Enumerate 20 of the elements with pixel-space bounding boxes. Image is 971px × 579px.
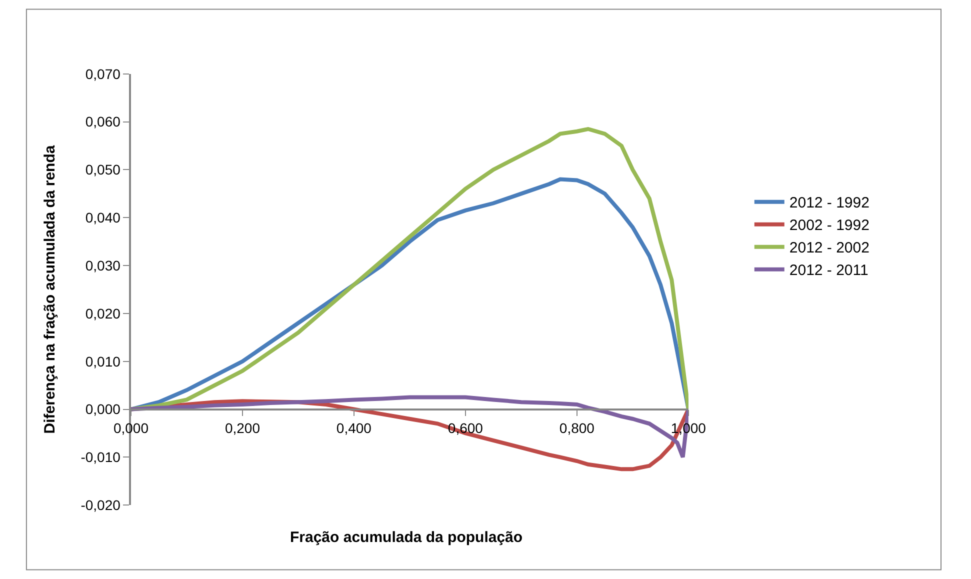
x-axis-title: Fração acumulada da população <box>290 529 523 546</box>
y-tick-label: 0,010 <box>85 353 121 370</box>
x-tick-label: 0,800 <box>559 420 595 436</box>
y-tick-label: 0,050 <box>85 162 121 178</box>
legend-label: 2012 - 2002 <box>789 240 870 257</box>
x-tick-label: 0,000 <box>113 420 149 436</box>
y-axis-title: Diferença na fração acumulada da renda <box>41 144 58 434</box>
y-tick-label: 0,020 <box>85 305 121 322</box>
legend-label: 2012 - 2011 <box>789 262 868 280</box>
x-tick-label: 0,400 <box>336 420 372 436</box>
legend-label: 2012 - 1992 <box>789 194 870 212</box>
y-tick-label: 0,000 <box>85 401 121 418</box>
y-tick-label: 0,060 <box>85 114 121 130</box>
legend-label: 2002 - 1992 <box>789 217 870 234</box>
y-tick-label: 0,070 <box>85 66 121 82</box>
y-tick-label: 0,030 <box>85 257 121 274</box>
y-tick-label: -0,020 <box>80 497 121 513</box>
x-tick-label: 0,200 <box>224 420 260 436</box>
y-tick-label: -0,010 <box>80 449 121 466</box>
y-tick-label: 0,040 <box>85 210 121 226</box>
